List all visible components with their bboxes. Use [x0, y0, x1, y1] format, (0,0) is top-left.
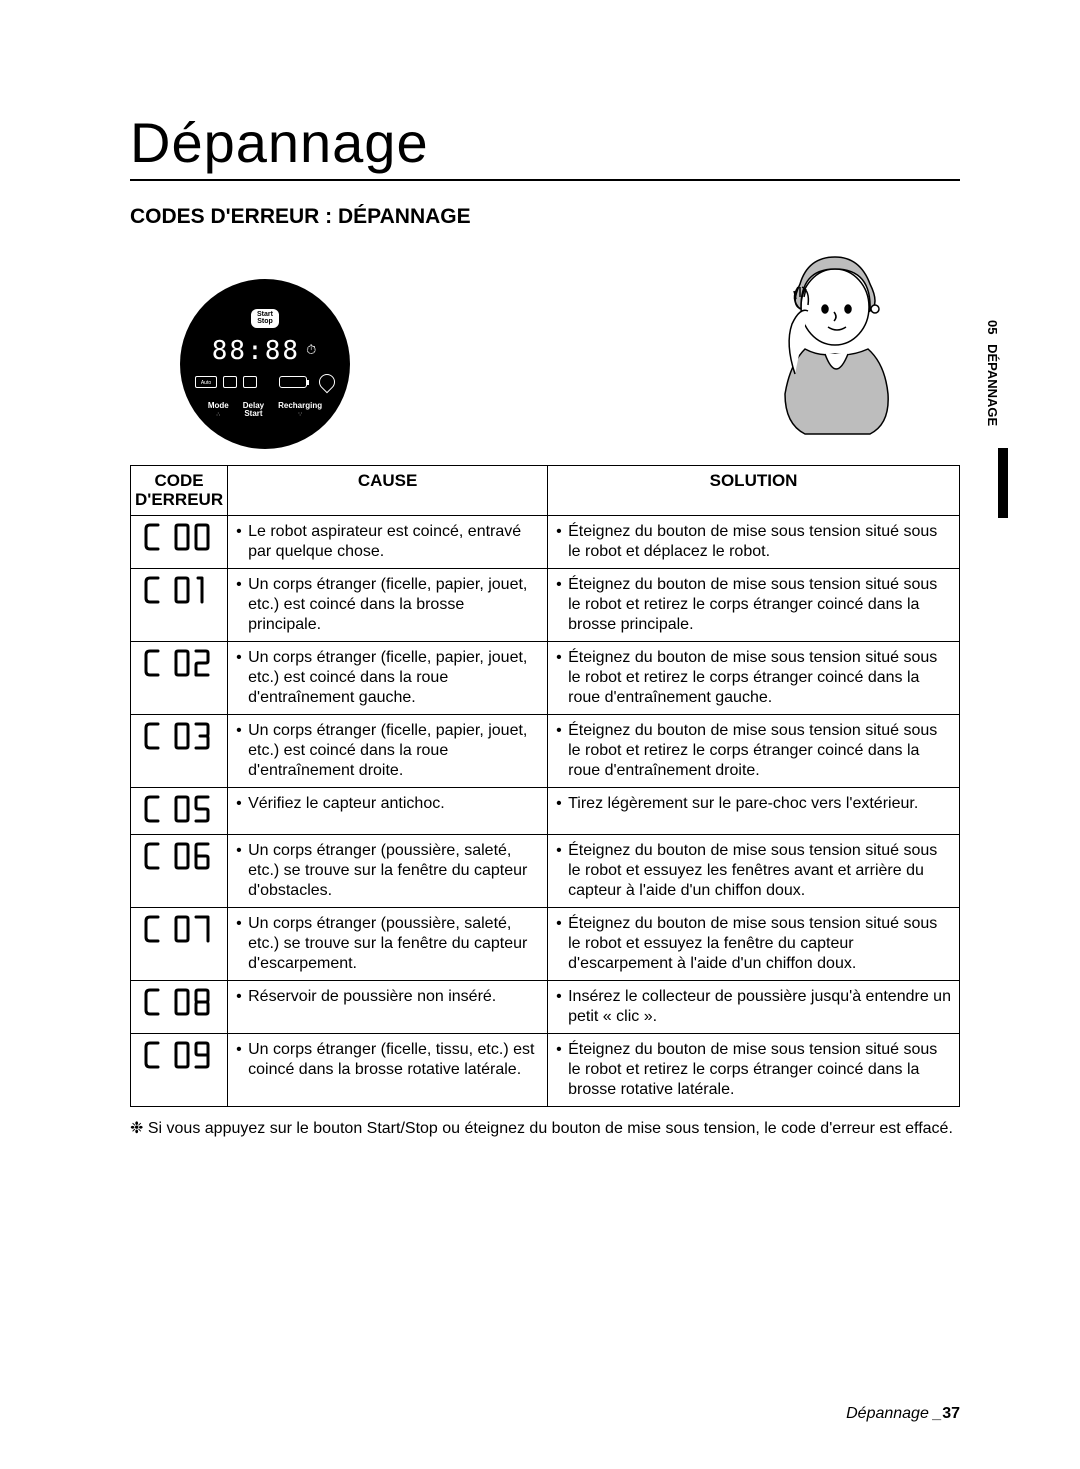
cause-text: Vérifiez le capteur antichoc. — [248, 794, 539, 814]
table-row: Un corps étranger (ficelle, tissu, etc.)… — [131, 1034, 960, 1107]
start-stop-label: Start Stop — [251, 309, 279, 328]
solution-cell: Tirez légèrement sur le pare-choc vers l… — [548, 788, 960, 835]
solution-cell: Insérez le collecteur de poussière jusqu… — [548, 981, 960, 1034]
cause-text: Un corps étranger (poussière, saleté, et… — [248, 914, 539, 974]
th-cause: CAUSE — [228, 466, 548, 516]
side-tab-bar — [998, 448, 1008, 518]
solution-text: Tirez légèrement sur le pare-choc vers l… — [568, 794, 951, 814]
error-code-cell — [131, 788, 228, 835]
person-illustration — [730, 249, 930, 449]
cause-text: Un corps étranger (ficelle, tissu, etc.)… — [248, 1040, 539, 1080]
remote-icons: Auto — [195, 374, 335, 390]
section-heading: CODES D'ERREUR : DÉPANNAGE — [130, 205, 960, 229]
solution-cell: Éteignez du bouton de mise sous tension … — [548, 642, 960, 715]
error-code-cell — [131, 569, 228, 642]
table-row: Un corps étranger (ficelle, papier, joue… — [131, 642, 960, 715]
table-row: Un corps étranger (ficelle, papier, joue… — [131, 715, 960, 788]
solution-cell: Éteignez du bouton de mise sous tension … — [548, 1034, 960, 1107]
cause-cell: Un corps étranger (ficelle, tissu, etc.)… — [228, 1034, 548, 1107]
mode-box-icon — [223, 376, 237, 388]
page-title: Dépannage — [130, 110, 960, 181]
solution-text: Éteignez du bouton de mise sous tension … — [568, 522, 951, 562]
cause-text: Le robot aspirateur est coincé, entravé … — [248, 522, 539, 562]
cause-cell: Un corps étranger (ficelle, papier, joue… — [228, 642, 548, 715]
page-footer: Dépannage _37 — [846, 1405, 960, 1423]
solution-text: Éteignez du bouton de mise sous tension … — [568, 914, 951, 974]
cause-cell: Un corps étranger (poussière, saleté, et… — [228, 908, 548, 981]
error-code-cell — [131, 835, 228, 908]
solution-text: Éteignez du bouton de mise sous tension … — [568, 841, 951, 901]
cause-text: Un corps étranger (ficelle, papier, joue… — [248, 721, 539, 781]
error-code-cell — [131, 715, 228, 788]
table-row: Vérifiez le capteur antichoc. Tirez légèr… — [131, 788, 960, 835]
error-codes-table: CODE D'ERREUR CAUSE SOLUTION Le robot as… — [130, 465, 960, 1107]
error-code-cell — [131, 1034, 228, 1107]
cause-cell: Réservoir de poussière non inséré. — [228, 981, 548, 1034]
cause-cell: Un corps étranger (poussière, saleté, et… — [228, 835, 548, 908]
solution-text: Insérez le collecteur de poussière jusqu… — [568, 987, 951, 1027]
solution-text: Éteignez du bouton de mise sous tension … — [568, 575, 951, 635]
table-row: Un corps étranger (poussière, saleté, et… — [131, 908, 960, 981]
cause-cell: Vérifiez le capteur antichoc. — [228, 788, 548, 835]
th-code: CODE D'ERREUR — [131, 466, 228, 516]
footer-section: Dépannage _ — [846, 1405, 942, 1422]
remote-illustration: Start Stop 88:88⏱ Auto Mode∴ Delay Start… — [180, 279, 350, 449]
solution-cell: Éteignez du bouton de mise sous tension … — [548, 569, 960, 642]
table-row: Un corps étranger (poussière, saleté, et… — [131, 835, 960, 908]
cause-cell: Un corps étranger (ficelle, papier, joue… — [228, 569, 548, 642]
th-solution: SOLUTION — [548, 466, 960, 516]
side-tab: 05 DÉPANNAGE — [985, 320, 1000, 426]
footer-page: 37 — [942, 1405, 960, 1422]
auto-icon: Auto — [195, 376, 217, 388]
error-code-cell — [131, 642, 228, 715]
table-row: Le robot aspirateur est coincé, entravé … — [131, 516, 960, 569]
table-row: Un corps étranger (ficelle, papier, joue… — [131, 569, 960, 642]
virtual-guard-icon — [316, 370, 339, 393]
clock-box-icon — [243, 376, 257, 388]
mode-label: Mode∴ — [208, 402, 229, 420]
recharging-label: Recharging∵ — [278, 402, 322, 420]
remote-display: 88:88⏱ — [212, 336, 318, 366]
cause-cell: Le robot aspirateur est coincé, entravé … — [228, 516, 548, 569]
error-code-cell — [131, 516, 228, 569]
cause-text: Un corps étranger (ficelle, papier, joue… — [248, 648, 539, 708]
solution-cell: Éteignez du bouton de mise sous tension … — [548, 715, 960, 788]
error-code-cell — [131, 981, 228, 1034]
solution-text: Éteignez du bouton de mise sous tension … — [568, 721, 951, 781]
solution-cell: Éteignez du bouton de mise sous tension … — [548, 835, 960, 908]
solution-cell: Éteignez du bouton de mise sous tension … — [548, 516, 960, 569]
cause-text: Un corps étranger (ficelle, papier, joue… — [248, 575, 539, 635]
solution-text: Éteignez du bouton de mise sous tension … — [568, 1040, 951, 1100]
cause-text: Un corps étranger (poussière, saleté, et… — [248, 841, 539, 901]
solution-cell: Éteignez du bouton de mise sous tension … — [548, 908, 960, 981]
cause-text: Réservoir de poussière non inséré. — [248, 987, 539, 1007]
table-row: Réservoir de poussière non inséré. Insére… — [131, 981, 960, 1034]
footnote: ❉ Si vous appuyez sur le bouton Start/St… — [130, 1119, 960, 1139]
error-code-cell — [131, 908, 228, 981]
cause-cell: Un corps étranger (ficelle, papier, joue… — [228, 715, 548, 788]
side-tab-number: 05 — [985, 320, 1000, 334]
delay-start-label: Delay Start — [243, 402, 264, 420]
solution-text: Éteignez du bouton de mise sous tension … — [568, 648, 951, 708]
illustrations-row: Start Stop 88:88⏱ Auto Mode∴ Delay Start… — [130, 249, 960, 449]
battery-icon — [279, 376, 307, 388]
side-tab-label: DÉPANNAGE — [985, 344, 1000, 426]
